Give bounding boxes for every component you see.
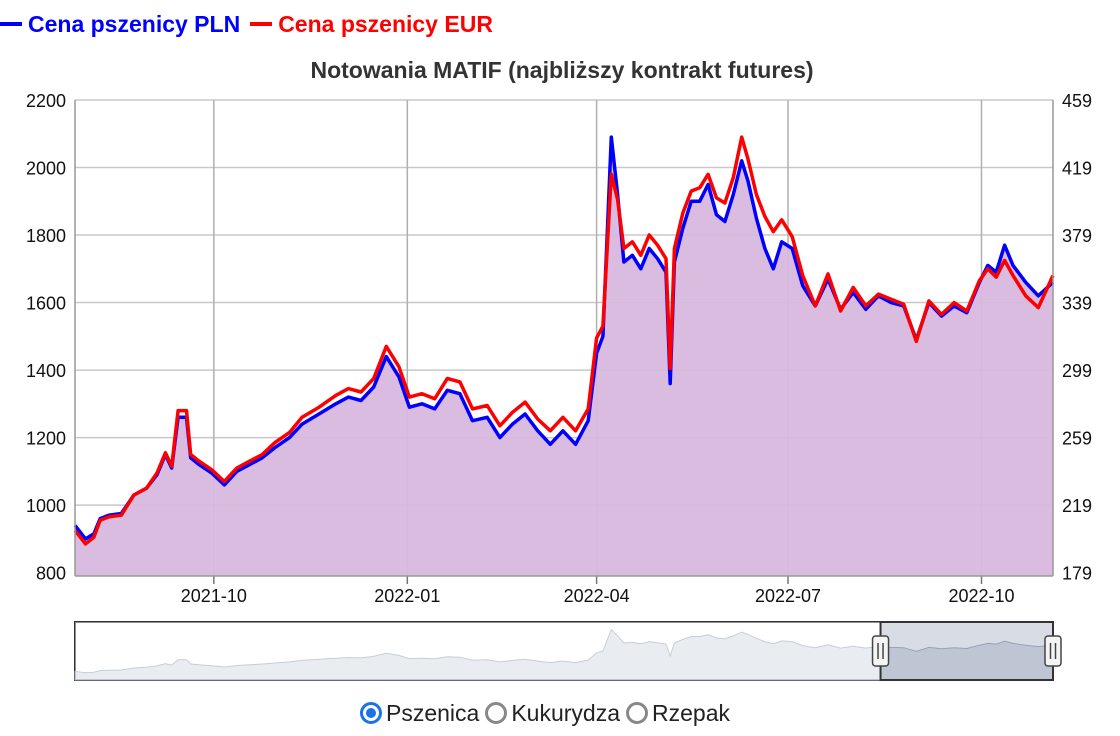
y-left-tick-label: 800 <box>36 564 66 584</box>
chart-canvas: Notowania MATIF (najbliższy kontrakt fut… <box>26 57 1092 681</box>
radio-circle-pszenica[interactable] <box>360 702 382 724</box>
radio-circle-rzepak[interactable] <box>626 702 648 724</box>
y-left-tick-label: 1800 <box>26 226 66 246</box>
y-left-tick-label: 2000 <box>26 159 66 179</box>
y-right-tick-label: 179 <box>1062 564 1092 584</box>
y-left-tick-label: 1000 <box>26 496 66 516</box>
legend-swatch-eur <box>250 22 273 26</box>
radio-label-kukurydza: Kukurydza <box>511 699 620 726</box>
x-tick-label: 2022-04 <box>564 586 630 606</box>
y-right-tick-label: 419 <box>1062 159 1092 179</box>
navigator-selection[interactable] <box>879 621 1054 681</box>
x-tick-label: 2022-01 <box>374 586 440 606</box>
y-left-tick-label: 1200 <box>26 429 66 449</box>
legend-item-eur[interactable]: Cena pszenicy EUR <box>250 11 493 38</box>
navigator-handle-left[interactable] <box>871 635 890 667</box>
handle-grip[interactable] <box>1044 635 1062 667</box>
radio-circle-kukurydza[interactable] <box>485 702 508 724</box>
axes: 800 179 1000 219 1200 259 1400 299 1600 339 1800 37… <box>26 91 1092 606</box>
legend-label-eur: Cena pszenicy EUR <box>278 10 493 37</box>
y-right-tick-label: 259 <box>1062 429 1092 449</box>
chart-title: Notowania MATIF (najbliższy kontrakt fut… <box>310 57 813 83</box>
navigator-series <box>74 628 1054 681</box>
navigator-handle-right[interactable] <box>1044 635 1062 667</box>
radio-rzepak[interactable]: Rzepak <box>626 700 730 727</box>
x-tick-label: 2022-10 <box>948 586 1014 606</box>
y-left-tick-label: 2200 <box>26 91 66 111</box>
area-fill-pln <box>75 137 1053 576</box>
radio-label-pszenica: Pszenica <box>386 699 480 726</box>
y-right-tick-label: 299 <box>1062 361 1092 381</box>
radio-kukurydza[interactable]: Kukurydza <box>485 700 620 727</box>
series-line-eur <box>73 135 1055 546</box>
radio-label-rzepak: Rzepak <box>652 699 730 726</box>
legend-label-pln: Cena pszenicy PLN <box>28 10 241 37</box>
y-right-tick-label: 339 <box>1062 294 1092 314</box>
commodity-selector: Pszenica Kukurydza Rzepak <box>360 696 736 730</box>
y-left-tick-label: 1600 <box>26 294 66 314</box>
series-layer <box>73 135 1055 576</box>
navigator-mask <box>75 622 881 680</box>
legend-item-pln[interactable]: Cena pszenicy PLN <box>0 11 240 38</box>
y-right-tick-label: 379 <box>1062 226 1092 246</box>
x-tick-label: 2021-10 <box>181 586 247 606</box>
y-right-tick-label: 459 <box>1062 91 1092 111</box>
radio-pszenica[interactable]: Pszenica <box>360 700 479 727</box>
x-tick-label: 2022-07 <box>755 586 821 606</box>
y-right-tick-label: 219 <box>1062 496 1092 516</box>
y-left-tick-label: 1400 <box>26 361 66 381</box>
range-navigator[interactable] <box>74 621 1062 681</box>
handle-grip[interactable] <box>871 635 890 667</box>
chart-legend: Cena pszenicy PLN Cena pszenicy EUR <box>0 8 503 40</box>
legend-swatch-pln <box>0 22 22 26</box>
